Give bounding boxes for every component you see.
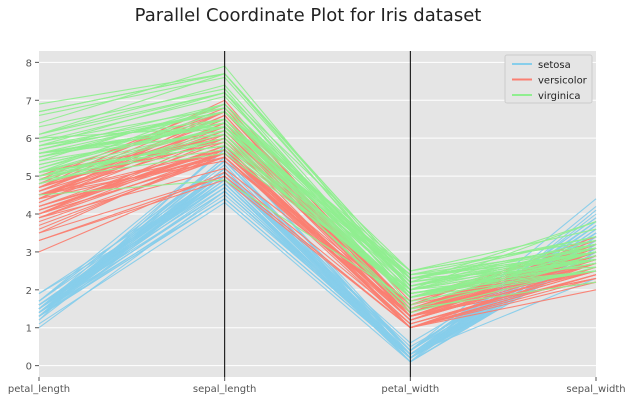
versicolor-line	[38, 171, 597, 325]
data-lines	[38, 65, 597, 363]
y-tick-label: 3	[26, 248, 32, 259]
legend-label-virginica: virginica	[538, 91, 581, 102]
versicolor-line	[38, 175, 597, 329]
y-tick-label: 7	[26, 96, 32, 107]
y-tick-label: 4	[26, 210, 32, 221]
legend-label-setosa: setosa	[538, 60, 571, 71]
axis-label-sepal_length: sepal_length	[193, 384, 257, 395]
versicolor-line	[38, 148, 597, 317]
legend-box	[504, 54, 593, 104]
virginica-line	[38, 111, 597, 272]
axis-label-petal_length: petal_length	[8, 384, 70, 395]
series-virginica	[38, 65, 597, 314]
parallel-axes	[38, 51, 597, 381]
axis-label-sepal_width: sepal_width	[566, 384, 625, 395]
y-tick-label: 5	[26, 172, 32, 183]
virginica-line	[38, 126, 597, 298]
y-tick-label: 6	[26, 134, 32, 145]
virginica-line	[38, 126, 597, 295]
virginica-line	[38, 130, 597, 279]
legend: setosa versicolor virginica	[504, 54, 593, 104]
virginica-line	[38, 179, 597, 302]
setosa-line	[38, 201, 597, 363]
y-tick-label: 0	[26, 362, 32, 373]
y-tick-label: 2	[26, 286, 32, 297]
y-axis-ticks: 0 1 2 3 4 5 6 7 8	[26, 58, 39, 373]
axis-labels: petal_length sepal_length petal_width sepal…	[8, 384, 626, 395]
y-tick-label: 8	[26, 58, 32, 69]
y-tick-label: 1	[26, 324, 32, 335]
virginica-line	[38, 107, 597, 279]
axis-label-petal_width: petal_width	[381, 384, 439, 395]
virginica-line	[38, 84, 597, 295]
legend-label-versicolor: versicolor	[538, 76, 588, 87]
virginica-line	[38, 141, 597, 299]
virginica-line	[38, 111, 597, 279]
chart-title: Parallel Coordinate Plot for Iris datase…	[135, 5, 482, 26]
versicolor-line	[38, 156, 597, 329]
